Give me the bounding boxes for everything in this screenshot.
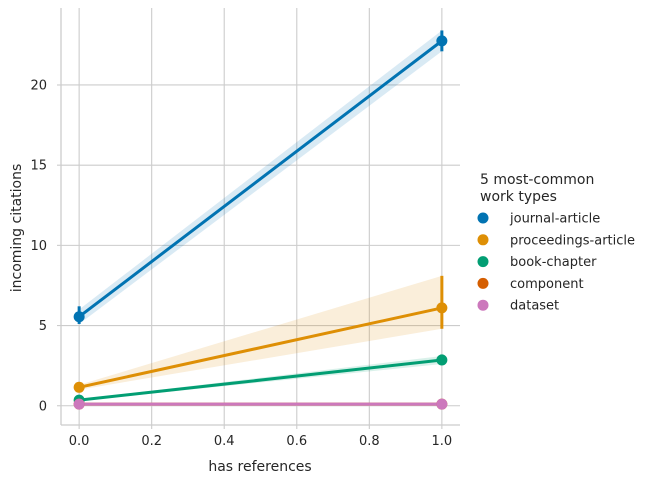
data-points: [73, 30, 448, 410]
legend-marker-component: [477, 277, 489, 289]
legend-items: journal-article proceedings-article book-c…: [477, 212, 635, 314]
legend: 5 most-common work types journal-article…: [477, 172, 635, 314]
proceedings-article-point: [436, 302, 448, 314]
legend-title-line2: work types: [480, 189, 557, 205]
x-tick-label: 0.6: [286, 434, 307, 449]
regression-lines: [77, 39, 444, 406]
legend-title-line1: 5 most-common: [480, 172, 594, 188]
y-tick-label: 5: [39, 319, 47, 334]
y-tick-label: 0: [39, 399, 47, 414]
proceedings-article-point: [73, 381, 85, 393]
proceedings-article-ci-band: [79, 275, 442, 390]
x-tick-label: 1.0: [432, 434, 453, 449]
x-axis-label: has references: [208, 459, 311, 475]
legend-item-proceedings-article: proceedings-article: [477, 233, 635, 248]
grid-layer: [61, 8, 460, 425]
x-tick-label: 0.0: [69, 434, 90, 449]
x-tick-label: 0.2: [141, 434, 162, 449]
legend-label-proceedings-article: proceedings-article: [510, 233, 635, 248]
y-tick-label: 10: [30, 239, 47, 254]
book-chapter-fit-line: [77, 358, 444, 402]
legend-label-dataset: dataset: [510, 299, 559, 314]
legend-item-journal-article: journal-article: [477, 212, 600, 227]
legend-label-book-chapter: book-chapter: [510, 255, 597, 270]
legend-item-dataset: dataset: [477, 299, 559, 314]
x-tick-label: 0.4: [214, 434, 235, 449]
y-tick-label: 15: [30, 159, 47, 174]
legend-label-journal-article: journal-article: [509, 212, 600, 227]
legend-marker-dataset: [477, 299, 489, 311]
legend-item-component: component: [477, 277, 584, 292]
proceedings-article-fit-line: [77, 306, 444, 389]
journal-article-point: [436, 35, 448, 47]
legend-label-component: component: [510, 277, 584, 292]
tick-labels: 0.0 0.2 0.4 0.6 0.8 1.0 0 5 10 15 20: [30, 78, 452, 449]
dataset-point: [436, 398, 448, 410]
legend-marker-journal-article: [477, 212, 489, 224]
book-chapter-point: [436, 354, 448, 366]
journal-article-point: [73, 311, 85, 323]
y-axis-label: incoming citations: [9, 164, 25, 293]
legend-marker-book-chapter: [477, 256, 489, 268]
axis-spines: [60, 8, 460, 426]
legend-item-book-chapter: book-chapter: [477, 255, 597, 270]
y-tick-label: 20: [30, 78, 47, 93]
confidence-bands: [79, 30, 442, 401]
legend-marker-proceedings-article: [477, 234, 489, 246]
dataset-point: [73, 398, 85, 410]
journal-article-fit-line: [77, 39, 444, 319]
x-tick-label: 0.8: [359, 434, 380, 449]
